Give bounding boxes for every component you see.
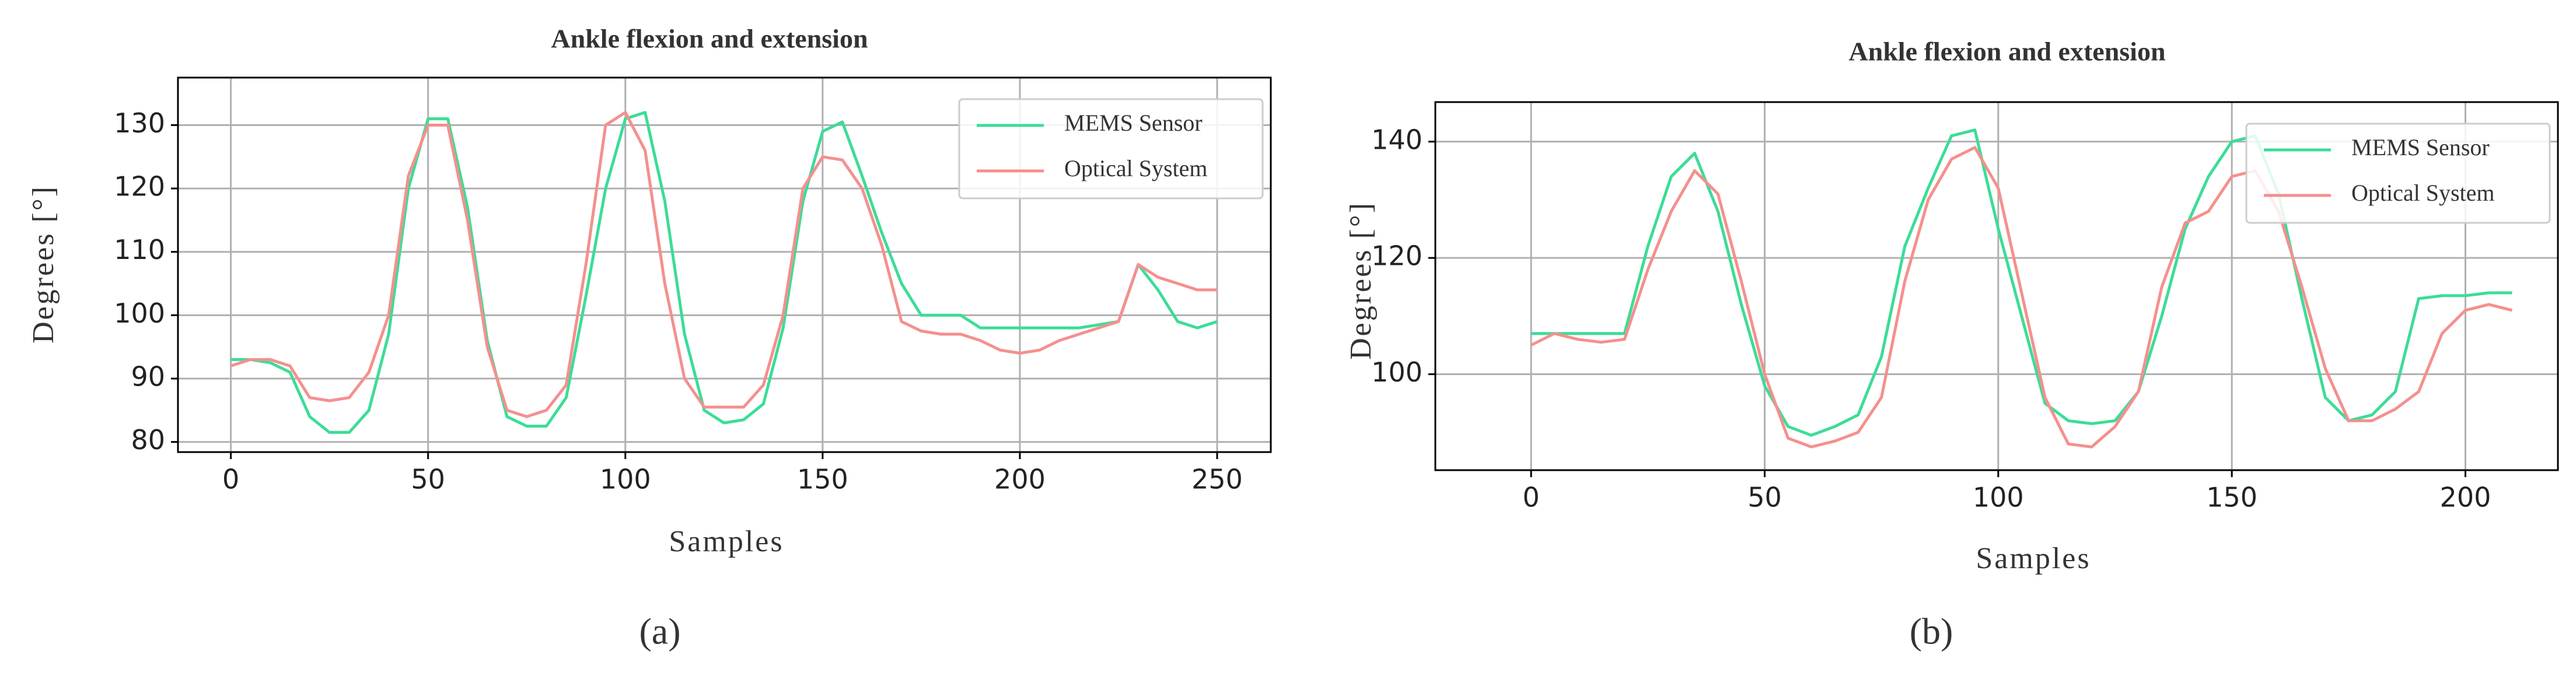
y-tick-label: 120: [1371, 240, 1422, 272]
x-tick-label: 200: [994, 464, 1046, 495]
plot-frame: [177, 76, 1272, 453]
y-tick-label: 130: [114, 107, 165, 139]
x-axis-label: Samples: [669, 525, 784, 558]
y-tick-label: 100: [1371, 356, 1422, 388]
y-tick-label: 140: [1371, 124, 1422, 155]
series-line: [230, 111, 1217, 418]
y-tick-label: 120: [114, 171, 165, 202]
x-tick-label: 200: [2440, 482, 2491, 513]
x-tick-label: 150: [2206, 482, 2257, 513]
plot-lines: [1530, 128, 2513, 449]
series-line: [1530, 146, 2513, 449]
x-tick-label: 100: [1973, 482, 2024, 513]
x-axis-label: Samples: [1976, 542, 2091, 575]
x-tick-label: 250: [1191, 464, 1243, 495]
series-line: [230, 111, 1218, 434]
y-tick-label: 100: [114, 298, 165, 329]
x-tick-label: 0: [1522, 482, 1539, 513]
x-tick-label: 150: [797, 464, 848, 495]
chart-title: Ankle flexion and extension: [1848, 37, 2165, 66]
x-tick-label: 50: [411, 464, 445, 495]
y-tick-label: 90: [131, 360, 165, 392]
plot-lines: [230, 111, 1218, 434]
y-axis-label: Degrees [°]: [1344, 201, 1378, 360]
y-tick-label: 80: [131, 424, 165, 456]
panel-label: (b): [1910, 611, 1953, 652]
x-tick-label: 100: [600, 464, 651, 495]
legend-label: Optical System: [1064, 155, 1208, 181]
legend-label: MEMS Sensor: [2351, 134, 2490, 160]
x-tick-label: 0: [222, 464, 239, 495]
panel-label: (a): [639, 611, 680, 652]
x-tick-label: 50: [1747, 482, 1782, 513]
chart-title: Ankle flexion and extension: [551, 24, 868, 54]
plot-frame: [1434, 101, 2559, 471]
y-axis-label: Degrees [°]: [27, 185, 60, 344]
y-tick-label: 110: [114, 234, 165, 265]
legend-label: MEMS Sensor: [1064, 110, 1203, 136]
legend-label: Optical System: [2351, 180, 2495, 206]
